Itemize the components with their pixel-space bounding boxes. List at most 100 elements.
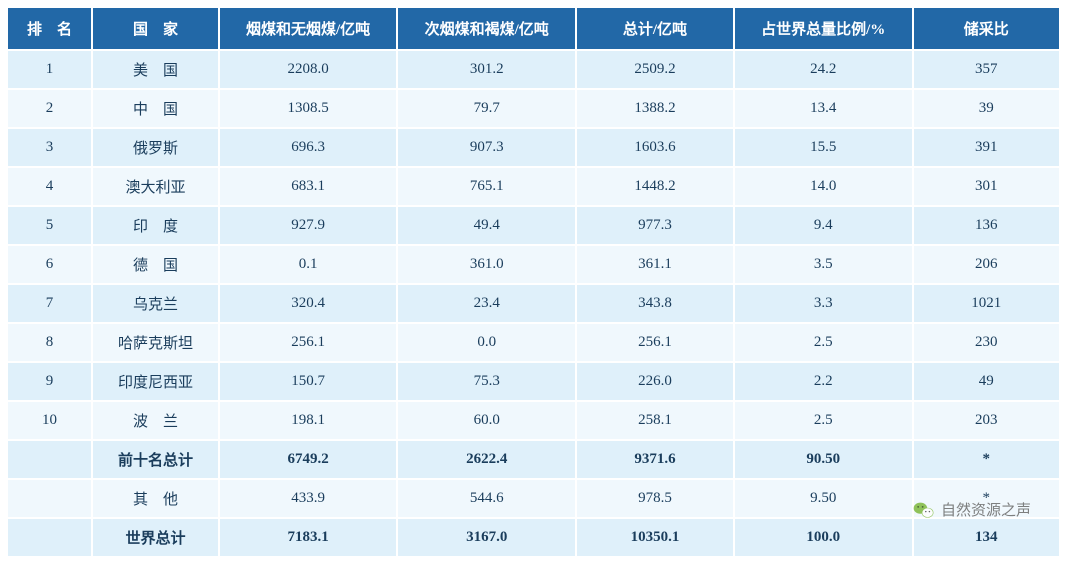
wechat-icon	[913, 501, 935, 519]
table-cell: 258.1	[577, 402, 733, 439]
table-row: 前十名总计6749.22622.49371.690.50*	[8, 441, 1059, 478]
table-cell: 79.7	[398, 90, 575, 127]
table-cell: 927.9	[220, 207, 397, 244]
table-cell: 6749.2	[220, 441, 397, 478]
table-cell: 75.3	[398, 363, 575, 400]
table-cell: 10	[8, 402, 91, 439]
table-cell: 3167.0	[398, 519, 575, 556]
table-cell: 15.5	[735, 129, 912, 166]
table-cell: 9.4	[735, 207, 912, 244]
table-cell: 49.4	[398, 207, 575, 244]
table-cell: 203	[914, 402, 1060, 439]
table-cell: 49	[914, 363, 1060, 400]
table-cell: 哈萨克斯坦	[93, 324, 218, 361]
table-cell: 美 国	[93, 51, 218, 88]
watermark: 自然资源之声	[913, 499, 1031, 520]
table-cell: 前十名总计	[93, 441, 218, 478]
table-cell: 印度尼西亚	[93, 363, 218, 400]
table-row: 8哈萨克斯坦256.10.0256.12.5230	[8, 324, 1059, 361]
table-cell: 134	[914, 519, 1060, 556]
table-cell: 0.0	[398, 324, 575, 361]
table-cell: 乌克兰	[93, 285, 218, 322]
table-row: 世界总计7183.13167.010350.1100.0134	[8, 519, 1059, 556]
table-row: 其 他433.9544.6978.59.50*	[8, 480, 1059, 517]
table-cell: 198.1	[220, 402, 397, 439]
table-cell: 1448.2	[577, 168, 733, 205]
table-cell: 6	[8, 246, 91, 283]
table-cell: 7183.1	[220, 519, 397, 556]
table-cell: 4	[8, 168, 91, 205]
table-cell: 德 国	[93, 246, 218, 283]
table-cell: 978.5	[577, 480, 733, 517]
table-cell: 3.5	[735, 246, 912, 283]
table-cell: 977.3	[577, 207, 733, 244]
table-cell: 2	[8, 90, 91, 127]
table-cell: 256.1	[220, 324, 397, 361]
table-cell: 361.0	[398, 246, 575, 283]
table-cell: 433.9	[220, 480, 397, 517]
table-cell: 其 他	[93, 480, 218, 517]
table-row: 6德 国0.1361.0361.13.5206	[8, 246, 1059, 283]
table-cell: 24.2	[735, 51, 912, 88]
table-cell: 343.8	[577, 285, 733, 322]
table-cell: 23.4	[398, 285, 575, 322]
table-cell: 0.1	[220, 246, 397, 283]
table-row: 3俄罗斯696.3907.31603.615.5391	[8, 129, 1059, 166]
table-header-row: 排 名国 家烟煤和无烟煤/亿吨次烟煤和褐煤/亿吨总计/亿吨占世界总量比例/%储采…	[8, 8, 1059, 49]
table-header-cell: 占世界总量比例/%	[735, 8, 912, 49]
table-cell: 60.0	[398, 402, 575, 439]
table-cell: 世界总计	[93, 519, 218, 556]
table-cell: 696.3	[220, 129, 397, 166]
table-cell: 100.0	[735, 519, 912, 556]
table-cell: 301	[914, 168, 1060, 205]
table-cell: 39	[914, 90, 1060, 127]
table-cell	[8, 441, 91, 478]
table-cell: 澳大利亚	[93, 168, 218, 205]
table-cell: 9371.6	[577, 441, 733, 478]
table-cell: 13.4	[735, 90, 912, 127]
table-row: 1美 国2208.0301.22509.224.2357	[8, 51, 1059, 88]
table-cell: 3.3	[735, 285, 912, 322]
table-row: 2中 国1308.579.71388.213.439	[8, 90, 1059, 127]
table-cell: 2.2	[735, 363, 912, 400]
table-cell: 2509.2	[577, 51, 733, 88]
table-cell: 9.50	[735, 480, 912, 517]
watermark-text: 自然资源之声	[941, 499, 1031, 520]
table-cell: 2.5	[735, 324, 912, 361]
table-cell: 波 兰	[93, 402, 218, 439]
table-header-cell: 总计/亿吨	[577, 8, 733, 49]
table-cell: 中 国	[93, 90, 218, 127]
table-cell: 230	[914, 324, 1060, 361]
table-cell	[8, 480, 91, 517]
table-cell: 361.1	[577, 246, 733, 283]
table-cell	[8, 519, 91, 556]
table-row: 9印度尼西亚150.775.3226.02.249	[8, 363, 1059, 400]
table-cell: 136	[914, 207, 1060, 244]
table-cell: 150.7	[220, 363, 397, 400]
table-header-cell: 排 名	[8, 8, 91, 49]
table-cell: 2208.0	[220, 51, 397, 88]
table-cell: 391	[914, 129, 1060, 166]
table-cell: 357	[914, 51, 1060, 88]
table-header-cell: 储采比	[914, 8, 1060, 49]
table-row: 7乌克兰320.423.4343.83.31021	[8, 285, 1059, 322]
table-cell: 544.6	[398, 480, 575, 517]
table-cell: 7	[8, 285, 91, 322]
table-header-cell: 烟煤和无烟煤/亿吨	[220, 8, 397, 49]
table-cell: 俄罗斯	[93, 129, 218, 166]
table-cell: 9	[8, 363, 91, 400]
table-header-cell: 次烟煤和褐煤/亿吨	[398, 8, 575, 49]
table-cell: 印 度	[93, 207, 218, 244]
table-row: 10波 兰198.160.0258.12.5203	[8, 402, 1059, 439]
table-cell: 907.3	[398, 129, 575, 166]
table-cell: 206	[914, 246, 1060, 283]
table-cell: 5	[8, 207, 91, 244]
table-cell: *	[914, 441, 1060, 478]
table-cell: 3	[8, 129, 91, 166]
table-cell: 320.4	[220, 285, 397, 322]
table-cell: 765.1	[398, 168, 575, 205]
table-cell: 1021	[914, 285, 1060, 322]
table-cell: 90.50	[735, 441, 912, 478]
table-cell: 683.1	[220, 168, 397, 205]
table-cell: 1308.5	[220, 90, 397, 127]
